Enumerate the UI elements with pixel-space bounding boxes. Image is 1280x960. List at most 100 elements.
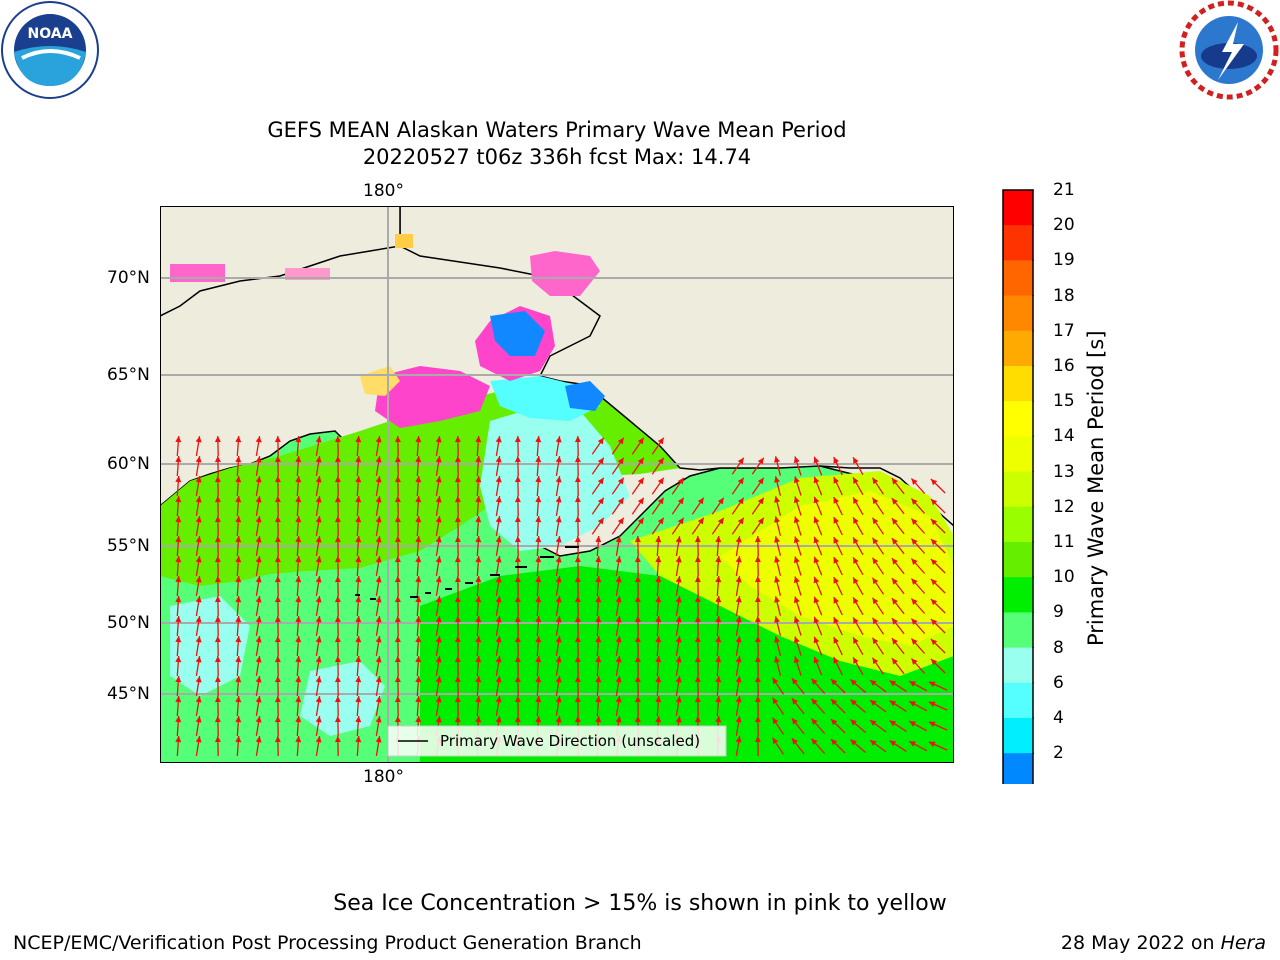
wave-direction-arrowhead <box>634 556 641 563</box>
wave-direction-arrowhead <box>355 636 362 643</box>
wave-direction-arrowhead <box>889 720 897 727</box>
wave-direction-arrowhead <box>555 676 562 683</box>
wave-direction-arrowhead <box>535 676 542 683</box>
wave-direction-arrowhead <box>454 556 461 563</box>
wave-direction-arrowhead <box>555 456 562 463</box>
wave-direction-arrowhead <box>675 596 682 603</box>
wave-direction-arrowhead <box>909 681 916 687</box>
wave-direction-arrowhead <box>595 636 602 643</box>
wave-direction-arrowhead <box>889 700 897 707</box>
colorbar-tick-label: 10 <box>1053 567 1075 588</box>
wave-direction-arrowhead <box>394 496 401 503</box>
wave-direction-arrowhead <box>315 736 322 743</box>
wave-direction-arrowhead <box>793 596 800 604</box>
wave-direction-arrowhead <box>754 576 761 583</box>
wave-direction-arrowhead <box>454 516 461 523</box>
wave-direction-arrowhead <box>514 576 521 583</box>
wave-direction-arrowhead <box>853 457 859 464</box>
lat-label-55: 55°N <box>107 536 150 556</box>
wave-direction-arrowhead <box>675 676 682 683</box>
wave-direction-arrowhead <box>655 716 662 723</box>
wave-direction-arrowhead <box>754 556 761 563</box>
wave-direction-arrowhead <box>295 516 302 523</box>
wave-direction-arrowhead <box>774 656 780 663</box>
wave-direction-arrowhead <box>415 596 422 603</box>
wave-direction-arrowhead <box>195 576 202 583</box>
wave-direction-arrowhead <box>555 536 562 543</box>
wave-direction-arrowhead <box>514 436 521 443</box>
wave-direction-arrowhead <box>830 739 838 746</box>
open-water-blue-north <box>490 311 545 356</box>
wave-direction-arrowhead <box>574 456 581 463</box>
wave-direction-arrowhead <box>754 536 761 543</box>
wave-direction-arrowhead <box>394 556 401 563</box>
wave-direction-arrowhead <box>415 556 422 563</box>
wave-direction-arrowhead <box>574 476 581 483</box>
wave-direction-arrowhead <box>454 636 461 643</box>
wave-direction-arrowhead <box>375 696 382 703</box>
wave-direction-arrowhead <box>454 616 461 623</box>
wave-direction-arrowhead <box>255 496 262 503</box>
wave-direction-arrowhead <box>872 617 879 625</box>
wave-direction-arrowhead <box>514 456 521 463</box>
wave-direction-arrowhead <box>675 616 682 623</box>
wave-direction-arrowhead <box>813 636 820 644</box>
wave-direction-arrowhead <box>334 456 341 463</box>
wave-direction-arrowhead <box>475 656 482 663</box>
wave-direction-arrowhead <box>334 696 341 703</box>
wave-direction-arrowhead <box>833 577 839 584</box>
wave-direction-arrowhead <box>555 436 562 443</box>
wave-direction-arrowhead <box>637 497 644 505</box>
colorbar-title: Primary Wave Mean Period [s] <box>1084 330 1108 646</box>
wave-direction-arrowhead <box>394 636 401 643</box>
wave-direction-arrowhead <box>435 696 442 703</box>
wave-direction-arrowhead <box>415 636 422 643</box>
wave-direction-arrowhead <box>355 696 362 703</box>
wave-direction-arrowhead <box>175 516 182 523</box>
wave-direction-arrowhead <box>811 738 818 745</box>
wave-direction-arrowhead <box>574 556 581 563</box>
wave-direction-arrowhead <box>435 556 442 563</box>
wave-direction-arrowhead <box>415 716 422 723</box>
wave-direction-arrowhead <box>375 516 382 523</box>
wave-direction-arrowhead <box>375 536 382 543</box>
wave-direction-arrowhead <box>754 716 761 723</box>
wave-direction-arrowhead <box>394 596 401 603</box>
wave-direction-arrowhead <box>415 696 422 703</box>
wave-direction-arrowhead <box>555 656 562 663</box>
wave-direction-arrowhead <box>255 436 262 443</box>
wave-direction-arrowhead <box>334 736 341 743</box>
wave-direction-arrowhead <box>295 716 302 723</box>
wave-direction-arrowhead <box>235 736 242 743</box>
colorbar-tick-label: 17 <box>1053 320 1075 341</box>
wave-direction-arrowhead <box>889 740 897 747</box>
wave-direction-arrowhead <box>850 739 857 746</box>
wave-direction-arrowhead <box>255 676 262 683</box>
wave-direction-arrowhead <box>617 457 624 465</box>
wave-direction-arrowhead <box>555 496 562 503</box>
wave-direction-arrowhead <box>495 596 502 603</box>
colorbar-tick-label: 2 <box>1053 743 1064 764</box>
wave-direction-arrowhead <box>195 456 202 463</box>
sea-ice-bering-north <box>375 366 490 428</box>
wave-direction-arrowhead <box>535 496 542 503</box>
wave-direction-arrowhead <box>355 616 362 623</box>
wave-direction-arrowhead <box>830 679 838 686</box>
wave-direction-arrowhead <box>891 478 898 485</box>
footer-date: 28 May 2022 on <box>1060 932 1221 954</box>
wave-direction-arrowhead <box>928 681 936 688</box>
wave-direction-arrowhead <box>757 457 764 465</box>
wave-direction-arrowhead <box>315 596 322 603</box>
wave-direction-arrowhead <box>175 676 182 683</box>
wave-direction-arrowhead <box>495 616 502 623</box>
wave-direction-arrowhead <box>930 619 938 626</box>
colorbar-swatch <box>1003 366 1033 402</box>
wave-direction-arrowhead <box>655 616 662 623</box>
wave-direction-arrowhead <box>597 457 604 465</box>
wave-direction-arrowhead <box>872 537 879 545</box>
wave-direction-arrowhead <box>774 476 780 483</box>
wave-direction-arrowhead <box>793 576 800 584</box>
wave-direction-arrowhead <box>214 496 221 503</box>
wave-direction-arrowhead <box>811 678 818 685</box>
wave-direction-arrowhead <box>833 657 839 664</box>
